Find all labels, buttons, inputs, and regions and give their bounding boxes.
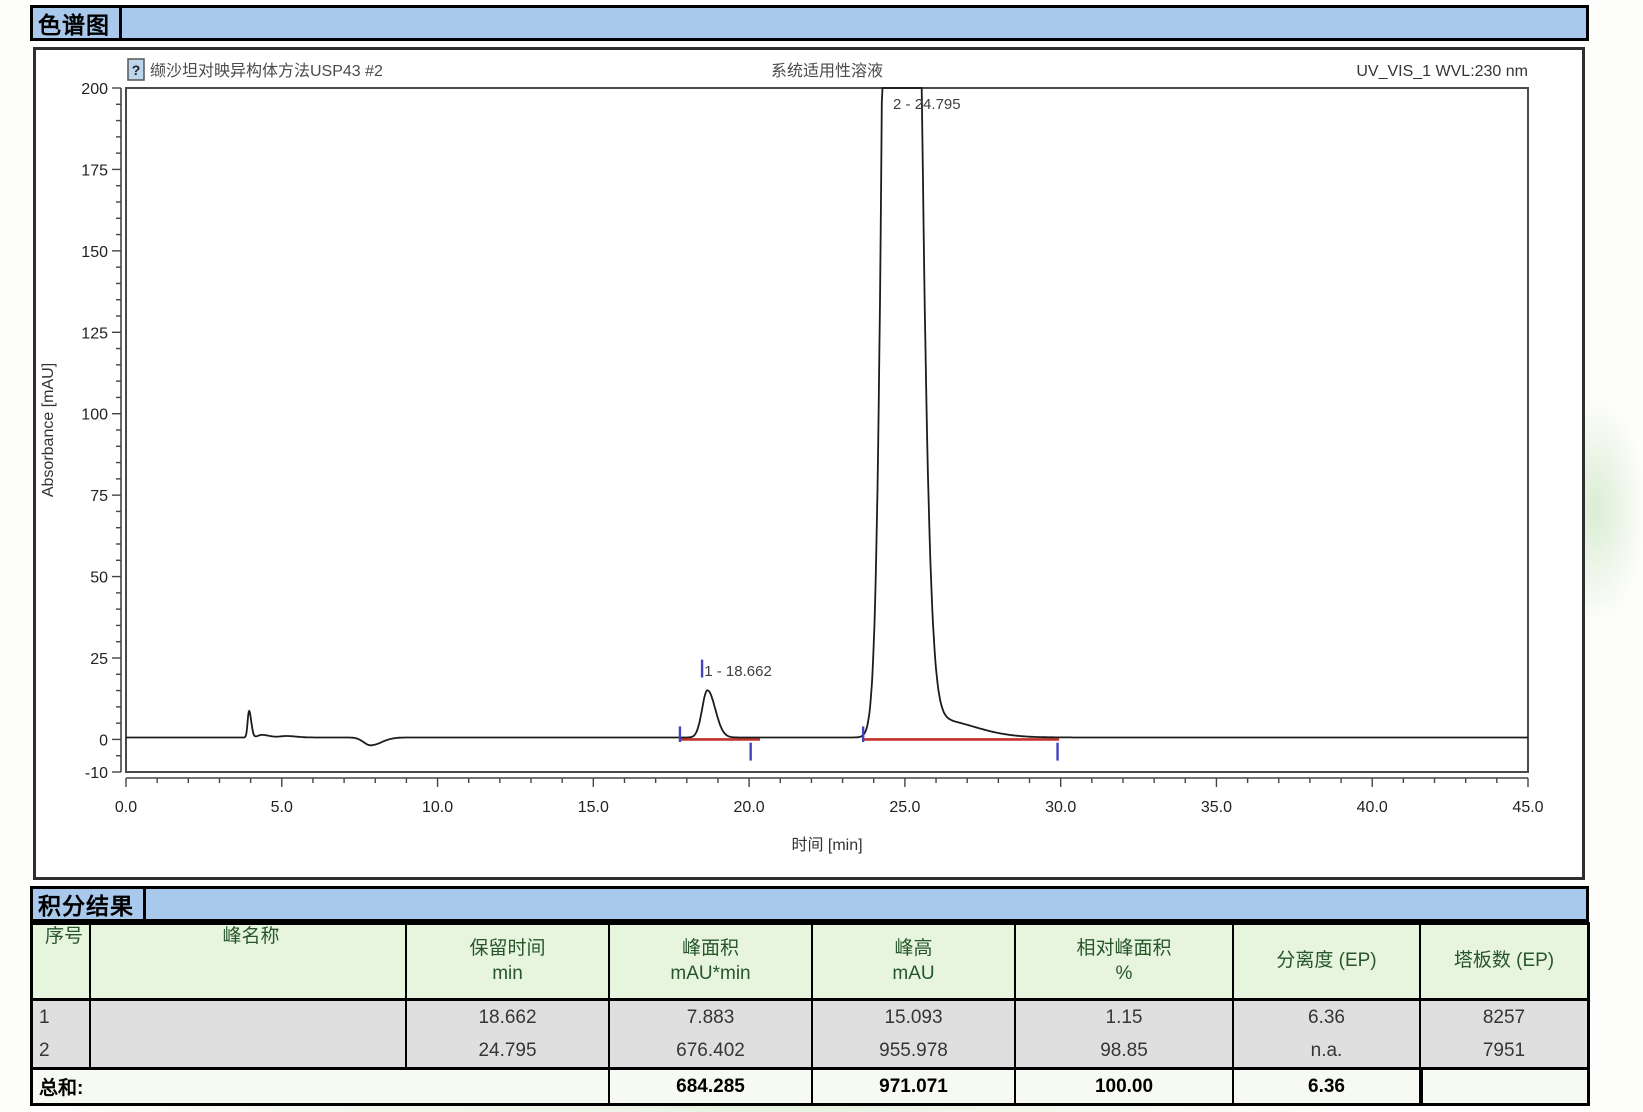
row2-cell3: 24.795 xyxy=(407,1034,610,1067)
row1-cell2 xyxy=(91,1001,407,1034)
plot-frame xyxy=(125,87,1529,773)
chart-title-detector: UV_VIS_1 WVL:230 nm xyxy=(1356,63,1528,80)
peak-markers xyxy=(678,659,1059,761)
column-header-5: 峰高 mAU xyxy=(813,925,1016,1001)
y-tick-label: 0 xyxy=(99,732,108,749)
x-tick-label: 45.0 xyxy=(1512,799,1543,816)
y-tick-label: 75 xyxy=(90,488,108,505)
chromatogram-plot: ? 缬沙坦对映异构体方法USP43 #2 系统适用性溶液 UV_VIS_1 WV… xyxy=(40,58,1544,854)
y-axis-title: Absorbance [mAU] xyxy=(40,363,57,497)
sum-row-cell4: 6.36 xyxy=(1234,1067,1421,1103)
chart-title-sample: 系统适用性溶液 xyxy=(771,62,883,80)
chromatogram-panel: ? 缬沙坦对映异构体方法USP43 #2 系统适用性溶液 UV_VIS_1 WV… xyxy=(33,47,1585,880)
column-header-3: 保留时间 min xyxy=(407,925,610,1001)
peak-labels: 1 - 18.662 2 - 24.795 xyxy=(704,96,960,680)
section-title-integration-results: 积分结果 xyxy=(33,889,146,919)
column-header-4: 峰面积 mAU*min xyxy=(610,925,813,1001)
row1-cell3: 18.662 xyxy=(407,1001,610,1034)
sum-row-cell2: 971.071 xyxy=(813,1067,1016,1103)
section-bar-chromatogram: 色谱图 xyxy=(30,5,1589,41)
signal-trace xyxy=(126,87,1528,747)
section-title-chromatogram: 色谱图 xyxy=(33,8,122,38)
sum-row-label: 总和: xyxy=(33,1067,610,1103)
column-header-7: 分离度 (EP) xyxy=(1234,925,1421,1001)
sum-row-cell5 xyxy=(1421,1067,1587,1103)
row2-cell4: 676.402 xyxy=(610,1034,813,1067)
row2-cell7: n.a. xyxy=(1234,1034,1421,1067)
x-tick-label: 20.0 xyxy=(734,799,765,816)
integration-results-table: 序号 峰名称 保留时间 min 峰面积 mAU*min 峰高 mAU 相对峰面积% 分离度 (EP… xyxy=(30,922,1590,1106)
x-tick-label: 40.0 xyxy=(1357,799,1388,816)
x-tick-label: 35.0 xyxy=(1201,799,1232,816)
injection-question-icon xyxy=(127,58,145,81)
x-tick-label: 30.0 xyxy=(1045,799,1076,816)
row1-cell6: 1.15 xyxy=(1016,1001,1234,1034)
y-tick-label: 50 xyxy=(90,570,108,587)
x-tick-label: 0.0 xyxy=(115,799,137,816)
column-header-8: 塔板数 (EP) xyxy=(1421,925,1587,1001)
y-tick-label: 125 xyxy=(81,325,108,342)
y-tick-label: 100 xyxy=(81,407,108,424)
y-tick-label: 25 xyxy=(90,651,108,668)
column-header-6: 相对峰面积% xyxy=(1016,925,1234,1001)
x-tick-label: 5.0 xyxy=(271,799,293,816)
x-axis: 0.0 5.0 10.0 15.0 20.0 25.0 30.0 35.0 40.0 45.0 时间… xyxy=(115,777,1544,854)
row1-cell8: 8257 xyxy=(1421,1001,1587,1034)
peak-label: 1 - 18.662 xyxy=(704,663,772,680)
peak-label: 2 - 24.795 xyxy=(893,96,961,113)
column-header-2: 峰名称 xyxy=(91,925,407,1001)
question-icon-glyph: ? xyxy=(132,62,141,78)
row1-cell1: 1 xyxy=(33,1001,91,1034)
x-tick-label: 15.0 xyxy=(578,799,609,816)
x-axis-title: 时间 [min] xyxy=(791,836,862,854)
section-bar-integration-results: 积分结果 xyxy=(30,886,1589,922)
y-tick-label: 200 xyxy=(81,81,108,98)
column-header-1: 序号 xyxy=(33,925,91,1001)
row1-cell5: 15.093 xyxy=(813,1001,1016,1034)
row1-cell7: 6.36 xyxy=(1234,1001,1421,1034)
y-axis: 200 175 150 125 100 75 50 25 0 -10 Absorbance [mAU… xyxy=(40,81,122,782)
x-tick-label: 10.0 xyxy=(422,799,453,816)
y-tick-label: 175 xyxy=(81,162,108,179)
sum-row-cell3: 100.00 xyxy=(1016,1067,1234,1103)
row2-cell8: 7951 xyxy=(1421,1034,1587,1067)
x-tick-label: 25.0 xyxy=(889,799,920,816)
y-tick-label: 150 xyxy=(81,244,108,261)
chart-title-method: 缬沙坦对映异构体方法USP43 #2 xyxy=(150,62,383,80)
row2-cell6: 98.85 xyxy=(1016,1034,1234,1067)
row1-cell4: 7.883 xyxy=(610,1001,813,1034)
row2-cell5: 955.978 xyxy=(813,1034,1016,1067)
row2-cell2 xyxy=(91,1034,407,1067)
row2-cell1: 2 xyxy=(33,1034,91,1067)
y-tick-label: -10 xyxy=(85,765,108,782)
sum-row-cell1: 684.285 xyxy=(610,1067,813,1103)
